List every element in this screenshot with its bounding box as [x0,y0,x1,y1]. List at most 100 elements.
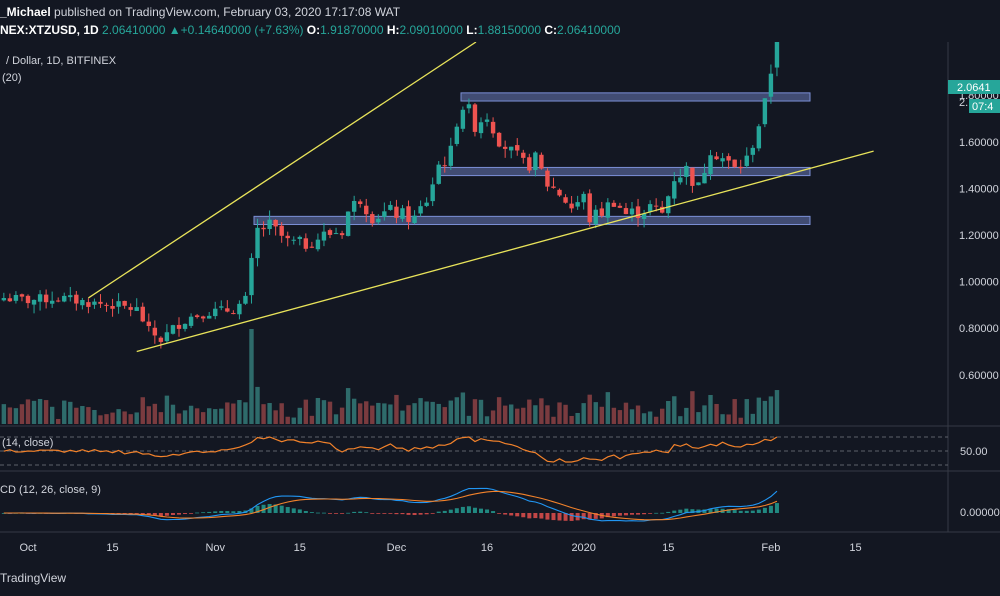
volume-bar [188,405,194,424]
macd-histogram-bar [726,509,731,513]
symbol-label[interactable]: NEX:XTZUSD, 1D [0,23,99,37]
time-axis-tick: Oct [19,542,36,554]
candle-body [194,315,200,318]
macd-histogram-bar [521,513,526,518]
volume-bar [726,414,731,424]
time-axis-tick: 2020 [571,542,595,554]
volume-bar [194,408,200,424]
candle-body [702,172,707,184]
candle-body [152,327,158,336]
main-pane-subtitle: (20) [2,72,22,84]
tradingview-brand[interactable]: TradingView [0,571,67,585]
candle-body [460,109,466,129]
candle-body [557,189,562,196]
volume-bar [418,398,423,424]
time-axis-tick: 15 [106,542,118,554]
time-axis-tick: 16 [481,542,493,554]
volume-bar [720,414,725,424]
volume-bar [593,402,598,424]
close-value: 2.06410000 [557,23,621,37]
rsi-pane-title: (14, close) [2,437,53,449]
candle-body [720,158,725,162]
candle-body [611,202,617,207]
macd-histogram-bar [460,506,465,513]
candle-body [49,300,55,304]
candle-body [62,295,67,302]
macd-histogram-bar [394,513,399,515]
macd-histogram-bar [279,505,284,513]
macd-axis-tick: 0.00000 [960,507,1000,519]
candle-body [496,132,502,147]
volume-bar [176,413,182,424]
candle-body [666,196,671,214]
volume-bar [684,407,689,424]
candle-body [394,206,399,218]
volume-bar [231,403,236,424]
macd-histogram-bar [774,503,779,513]
macd-histogram-bar [611,513,616,517]
price-chart[interactable]: 2.200001.800001.600001.400001.200001.000… [0,42,1000,561]
candle-body [219,306,224,308]
volume-bar [478,399,484,424]
macd-histogram-bar [237,511,242,513]
volume-bar [496,397,502,424]
candle-body [587,193,592,223]
price-axis-tick: 0.80000 [959,323,999,335]
candle-body [309,246,315,248]
candle-body [43,294,49,303]
macd-histogram-bar [170,513,175,516]
upper-trendline [88,42,477,299]
macd-histogram-bar [358,511,363,513]
last-price: 2.06410000 [102,23,166,37]
author-name[interactable]: _Michael [0,5,51,19]
volume-bar [309,415,315,424]
volume-bar [629,409,635,424]
chart-background [0,42,1000,561]
macd-histogram-bar [225,511,230,513]
volume-bars [1,329,780,424]
volume-bar [25,399,31,424]
candle-body [134,307,139,311]
time-axis-tick: Nov [205,542,225,554]
volume-bar [448,400,453,424]
candle-body [430,184,435,202]
rsi-pane [0,436,948,466]
candle-body [545,170,550,187]
low-label: L: [466,23,478,37]
candle-body [146,321,151,327]
candle-body [7,298,13,302]
macd-histogram-bar [321,512,326,514]
main-pane-title: / Dollar, 1D, BITFINEX [6,55,117,67]
macd-histogram-bar [648,513,653,514]
macd-histogram-bar [291,508,296,513]
volume-bar [182,410,188,424]
volume-bar [158,412,164,424]
macd-histogram-bar [744,510,749,513]
volume-bar [545,405,550,424]
rsi-axis-tick: 50.00 [960,446,988,458]
candle-body [406,206,411,223]
open-value: 1.91870000 [320,23,384,37]
candle-body [243,295,248,304]
price-axis-tick: 1.40000 [959,183,999,195]
lower-trendline [136,150,874,353]
volume-bar [696,412,701,424]
macd-histogram-bar [605,513,610,518]
volume-bar [297,407,302,424]
time-axis-tick: Feb [761,542,780,554]
published-text: published on TradingView.com, February 0… [50,5,401,19]
volume-bar [19,404,25,424]
macd-histogram-bar [364,512,369,514]
macd-histogram-bar [134,513,139,514]
macd-histogram-bar [340,513,345,514]
last-price-tag-text: 2.0641 [957,82,991,94]
volume-bar [466,415,472,424]
time-axis[interactable]: Oct 15 Nov 15 Dec 16 2020 15 Feb 15 [19,542,861,554]
volume-bar [436,403,441,424]
macd-histogram-bar [684,508,689,513]
volume-bar [213,409,218,424]
macd-histogram-bar [654,512,659,514]
macd-pane [1,487,779,522]
volume-bar [170,404,176,424]
volume-bar [623,402,629,424]
